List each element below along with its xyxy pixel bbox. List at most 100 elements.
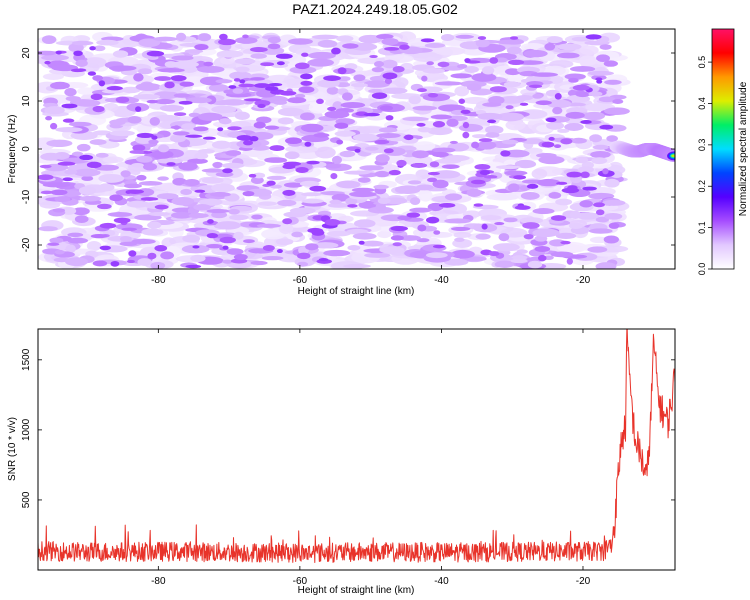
spectrogram-cell <box>453 231 472 239</box>
spectrogram-cell <box>136 124 152 134</box>
spectrogram-cell <box>71 207 90 216</box>
spectrogram-cell <box>593 202 605 208</box>
spectrogram-cell <box>352 133 380 142</box>
spectrogram-cell <box>243 140 254 146</box>
spectrogram-cell <box>232 88 244 94</box>
spectrogram-cell <box>172 131 190 136</box>
spectrogram-cell <box>338 215 354 223</box>
spectrogram-cell <box>462 131 470 139</box>
spectrogram-cell <box>171 196 195 206</box>
spectrogram-cell <box>57 161 76 166</box>
spectrogram-cell <box>526 183 539 189</box>
spectrogram-cell <box>546 99 572 109</box>
spectrogram-cell <box>376 34 394 40</box>
spectrogram-cell <box>138 38 161 48</box>
spectrogram-cell <box>413 141 436 151</box>
spectrogram-cell <box>538 254 547 262</box>
spectrogram-cell <box>267 43 281 50</box>
spectrogram-cell <box>416 122 426 127</box>
spectrogram-cell <box>41 35 57 45</box>
spectrogram-cell <box>64 169 78 175</box>
spectrogram-cell <box>236 135 253 141</box>
spectrogram-cell <box>257 103 266 109</box>
spectrogram-cell <box>492 243 520 252</box>
spectrogram-cell <box>314 146 336 159</box>
spectrogram-cell <box>98 173 125 183</box>
spectrogram-cell <box>276 61 285 66</box>
spectrogram-cell <box>210 191 231 197</box>
spectrogram-cell <box>157 176 169 181</box>
spectrogram-cell <box>186 97 212 104</box>
spectrogram-cell <box>132 144 146 152</box>
colorbar: 0.0 0.1 0.2 0.3 0.4 0.5 Normalized spectral a… <box>697 28 749 275</box>
spectrogram-cell <box>549 239 567 247</box>
spectrogram-cell <box>312 242 339 249</box>
spectrogram-cell <box>612 98 624 104</box>
spectrogram-cell <box>284 151 300 160</box>
spectrogram-cell <box>170 125 181 129</box>
spectrogram-cell <box>249 77 265 81</box>
spectrogram-cell <box>527 260 543 269</box>
spectrogram-cell <box>381 38 399 46</box>
spectrogram-ytick-label: -10 <box>21 189 32 204</box>
spectrogram-cell <box>454 86 470 97</box>
spectrogram-cell <box>475 39 490 48</box>
spectrogram-cell <box>555 198 573 206</box>
spectrogram-cell <box>331 155 343 165</box>
spectrogram-cell <box>589 134 603 143</box>
spectrogram-cell <box>282 189 296 196</box>
spectrogram-cell <box>382 72 398 80</box>
spectrogram-cell <box>198 198 223 206</box>
spectrogram-cell <box>572 84 590 91</box>
spectrogram-cell <box>323 249 351 257</box>
spectrogram-cell <box>233 78 241 82</box>
spectrogram-cell <box>113 217 131 224</box>
spectrogram-cell <box>588 228 613 234</box>
spectrogram-cell <box>45 116 53 121</box>
colorbar-tick-label: 0.3 <box>697 139 707 152</box>
spectrogram-cell <box>479 170 491 176</box>
spectrogram-cell <box>358 240 365 245</box>
spectrogram-cell <box>75 59 88 67</box>
spectrogram-cell <box>520 192 540 200</box>
spectrogram-cell <box>148 212 171 217</box>
spectrogram-cell <box>243 239 255 244</box>
spectrogram-cell <box>137 258 152 266</box>
spectrogram-cell <box>482 102 502 107</box>
spectrogram-cell <box>176 32 187 42</box>
spectrogram-cell <box>402 116 429 122</box>
spectrogram-cell <box>234 111 250 120</box>
colorbar-ticks: 0.0 0.1 0.2 0.3 0.4 0.5 <box>697 56 712 275</box>
spectrogram-cell <box>473 203 484 207</box>
colorbar-tick-label: 0.4 <box>697 97 707 110</box>
spectrogram-cell <box>277 199 297 207</box>
spectrogram-cell <box>569 66 596 72</box>
spectrogram-cell <box>347 245 361 251</box>
spectrogram-cell <box>123 183 142 189</box>
spectrogram-cell <box>131 162 144 168</box>
spectrogram-cell <box>466 83 482 91</box>
spectrogram-cell <box>578 55 597 67</box>
spectrogram-cell <box>487 119 497 124</box>
spectrogram-cell <box>148 139 159 145</box>
spectrogram-cell <box>324 163 342 169</box>
spectrogram-cell <box>194 44 209 51</box>
spectrogram-cell <box>534 245 551 252</box>
spectrogram-cell <box>149 116 161 126</box>
spectrogram-xtick-label: -80 <box>151 275 166 286</box>
spectrogram-cell <box>536 178 561 187</box>
spectrogram-cell <box>311 34 340 40</box>
spectrogram-cell <box>473 223 484 232</box>
spectrogram-xtick-label: -20 <box>576 275 591 286</box>
spectrogram-cell <box>548 191 562 199</box>
spectrogram-xtick-label: -60 <box>293 275 308 286</box>
spectrogram-cell <box>89 139 107 145</box>
spectrogram-cell <box>182 234 201 243</box>
spectrogram-cell <box>291 231 303 238</box>
spectrogram-cell <box>119 241 138 247</box>
spectrogram-cell <box>92 260 108 267</box>
spectrogram-cell <box>522 222 540 229</box>
spectrogram-cell <box>154 98 176 105</box>
spectrogram-cell <box>432 121 446 128</box>
